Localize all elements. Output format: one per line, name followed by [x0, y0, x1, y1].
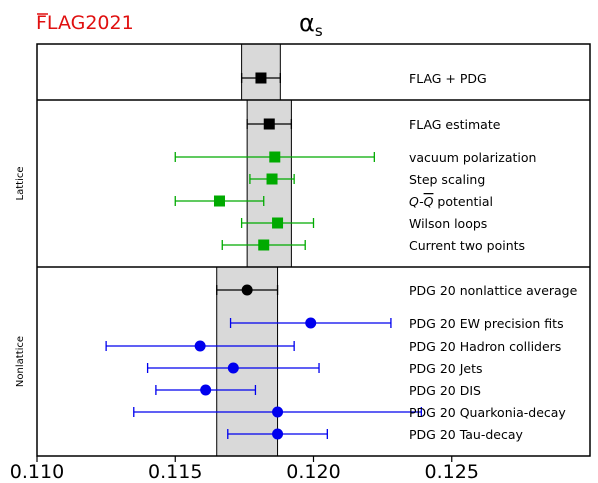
flag-logo: FLAG2021 — [36, 12, 134, 34]
chart-title-sub: s — [315, 22, 323, 40]
label-step-scaling: Step scaling — [409, 172, 485, 187]
marker-q-q-potential — [213, 195, 225, 207]
x-tick-label-0.115: 0.115 — [148, 461, 202, 483]
chart-title-main: α — [299, 9, 315, 37]
label-pdg-20-dis: PDG 20 DIS — [409, 383, 481, 398]
marker-flag-estimate — [263, 118, 275, 130]
marker-pdg-20-tau-decay — [272, 428, 284, 440]
label-q-q-potential: Q-Q potential — [409, 194, 493, 209]
label-pdg-20-ew-precision-fits: PDG 20 EW precision fits — [409, 316, 564, 331]
label-pdg-20-quarkonia-decay: PDG 20 Quarkonia-decay — [409, 405, 566, 420]
marker-pdg-20-hadron-colliders — [194, 340, 206, 352]
label-flag-estimate: FLAG estimate — [409, 117, 501, 132]
marker-pdg-20-nonlattice-average — [241, 284, 253, 296]
label-pdg-20-nonlattice-average: PDG 20 nonlattice average — [409, 283, 578, 298]
flag-logo-word: FLAG — [36, 12, 85, 34]
panel-title-lattice: Lattice — [15, 167, 26, 201]
flag-logo-year: 2021 — [85, 12, 133, 34]
label-vacuum-polarization: vacuum polarization — [409, 150, 536, 165]
marker-flag-pdg — [255, 72, 267, 84]
marker-pdg-20-ew-precision-fits — [305, 317, 317, 329]
panel-title-nonlattice: Nonlattice — [15, 336, 26, 387]
label-flag-pdg: FLAG + PDG — [409, 71, 487, 86]
x-tick-label-0.125: 0.125 — [425, 461, 479, 483]
panel-band-2 — [216, 266, 279, 457]
marker-wilson-loops — [272, 217, 284, 229]
label-pdg-20-hadron-colliders: PDG 20 Hadron colliders — [409, 339, 561, 354]
label-current-two-points: Current two points — [409, 238, 525, 253]
marker-pdg-20-dis — [200, 384, 212, 396]
label-pdg-20-jets: PDG 20 Jets — [409, 361, 483, 376]
label-pdg-20-tau-decay: PDG 20 Tau-decay — [409, 427, 524, 442]
x-tick-label-0.120: 0.120 — [286, 461, 340, 483]
label-wilson-loops: Wilson loops — [409, 216, 487, 231]
marker-pdg-20-jets — [227, 362, 239, 374]
marker-vacuum-polarization — [269, 151, 281, 163]
panel-band-0 — [241, 43, 281, 101]
chart-title: αs — [299, 9, 323, 40]
marker-step-scaling — [266, 173, 278, 185]
marker-current-two-points — [258, 239, 270, 251]
marker-pdg-20-quarkonia-decay — [272, 406, 284, 418]
x-tick-label-0.110: 0.110 — [10, 461, 64, 483]
